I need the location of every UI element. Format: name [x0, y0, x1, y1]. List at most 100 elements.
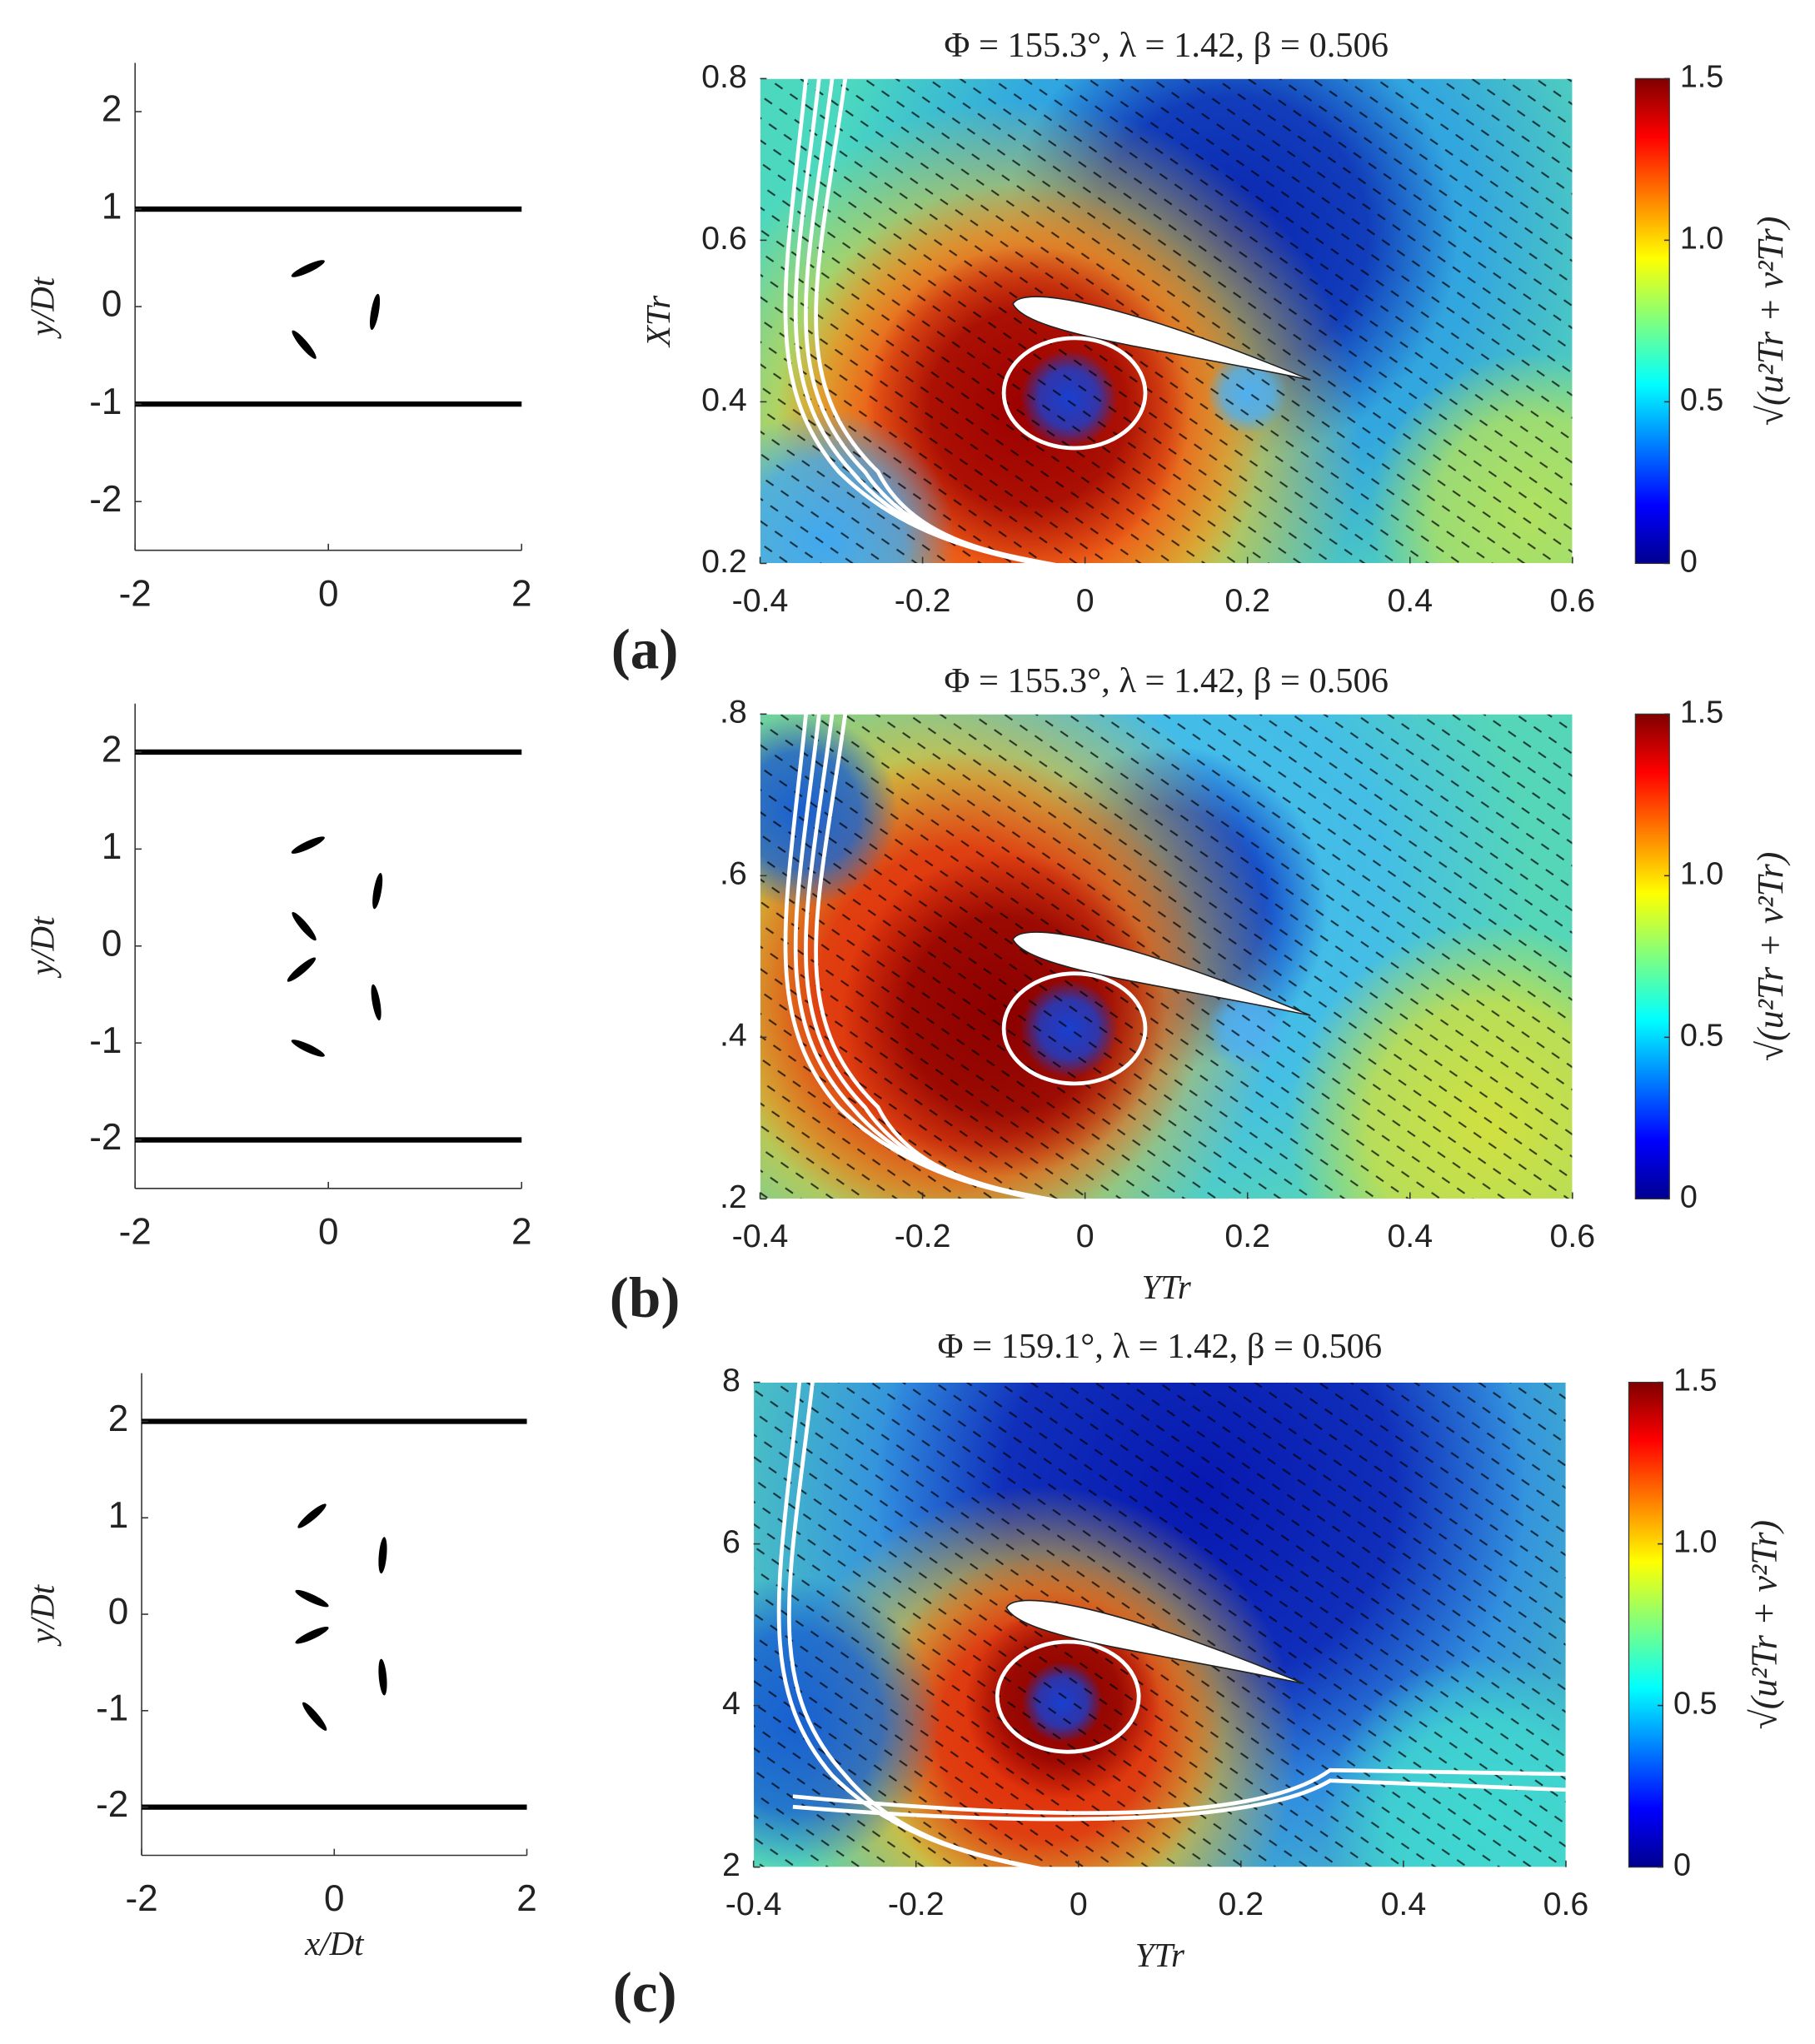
blade — [372, 872, 383, 910]
x-tick-label: 0 — [1076, 1218, 1094, 1254]
x-tick-label: 0.2 — [1224, 1218, 1270, 1254]
x-tick-label: 0.2 — [1224, 582, 1270, 619]
x-tick-label: -0.2 — [888, 1886, 945, 1922]
streamline — [792, 1767, 1566, 1816]
blade — [291, 1039, 325, 1057]
y-axis-label: XTr — [640, 295, 677, 348]
colorbar-tick-label: 1.5 — [1673, 1363, 1717, 1398]
blade — [378, 1658, 387, 1696]
streamline — [814, 78, 1059, 564]
colorbar-tick-label: 1.5 — [1680, 58, 1723, 93]
x-tick-label: 0.4 — [1381, 1886, 1427, 1922]
y-tick-label: -2 — [89, 479, 122, 520]
colorbar — [1634, 713, 1670, 1199]
chart-title: Φ = 159.1°, λ = 1.42, β = 0.506 — [937, 1327, 1382, 1366]
x-tick-label: 0.4 — [1387, 1218, 1433, 1254]
field — [760, 78, 1573, 564]
airfoil — [1012, 931, 1311, 1016]
blade — [291, 836, 325, 854]
vortex-streamline — [1001, 336, 1148, 451]
quiver — [760, 78, 1573, 564]
colorbar — [1634, 77, 1670, 565]
colorbar-tick-label: 0.5 — [1680, 1017, 1723, 1052]
colorbar-tick-label: 0 — [1680, 1179, 1698, 1214]
streamline — [792, 1778, 1566, 1822]
vortex-streamline — [995, 1639, 1141, 1754]
blade — [295, 1626, 329, 1644]
colorbar-tick-label: 0 — [1673, 1847, 1691, 1882]
colorbar-label: √(u²Tr + v²Tr) — [1743, 1520, 1784, 1730]
colorbar-tick-label: 1.0 — [1680, 855, 1723, 890]
y-tick-label: 2 — [108, 1398, 129, 1439]
x-tick-label: 0 — [318, 1211, 339, 1252]
chart-title: Φ = 155.3°, λ = 1.42, β = 0.506 — [944, 26, 1389, 65]
x-axis-label: x/Dt — [304, 1925, 365, 1962]
colorbar-tick-label: 1.0 — [1680, 220, 1723, 255]
y-tick-label: .6 — [720, 855, 747, 892]
blade — [292, 912, 317, 941]
y-tick-label: 0.2 — [701, 543, 747, 580]
y-tick-label: 1 — [108, 1495, 129, 1536]
airfoil — [1012, 296, 1311, 381]
y-tick-label: 0.8 — [701, 58, 747, 95]
y-axis-label: y/Dt — [24, 1583, 62, 1647]
chart-title: Φ = 155.3°, λ = 1.42, β = 0.506 — [944, 661, 1389, 700]
x-tick-label: -2 — [119, 1211, 152, 1252]
quiver — [760, 714, 1573, 1199]
y-tick-label: 0 — [102, 923, 122, 964]
colorbar — [1628, 1381, 1664, 1868]
vortex-streamline — [1001, 971, 1148, 1086]
x-tick-label: -0.4 — [732, 1218, 789, 1254]
y-tick-label: -1 — [89, 381, 122, 422]
x-tick-label: -2 — [119, 573, 152, 614]
y-tick-label: 6 — [722, 1523, 740, 1560]
blade — [371, 984, 381, 1021]
streamline — [786, 1382, 1043, 1867]
x-tick-label: 0 — [318, 573, 339, 614]
y-tick-label: -2 — [96, 1784, 128, 1825]
colorbar-tick-label: 1.5 — [1680, 694, 1723, 729]
blade — [297, 1503, 327, 1528]
x-tick-label: 2 — [516, 1878, 537, 1919]
blade — [370, 293, 381, 331]
colorbar-tick-label: 1.0 — [1673, 1524, 1717, 1559]
airfoil — [1005, 1599, 1304, 1685]
y-tick-label: .8 — [720, 694, 747, 730]
panel-label: (a) — [611, 616, 679, 681]
x-tick-label: -0.2 — [895, 1218, 951, 1254]
y-tick-label: .2 — [720, 1179, 747, 1215]
x-tick-label: 0.4 — [1387, 582, 1433, 619]
y-tick-label: -1 — [89, 1020, 122, 1061]
field — [753, 1382, 1566, 1867]
blade — [302, 1702, 327, 1731]
blade — [295, 1589, 329, 1608]
x-tick-label: -0.4 — [732, 582, 789, 619]
y-tick-label: 8 — [722, 1362, 740, 1398]
y-tick-label: 0.6 — [701, 220, 747, 257]
x-tick-label: 0.6 — [1550, 1218, 1596, 1254]
y-axis-label: y/Dt — [24, 915, 62, 979]
x-tick-label: 0.2 — [1219, 1886, 1264, 1922]
x-tick-label: -0.2 — [895, 582, 951, 619]
y-tick-label: 2 — [102, 89, 122, 130]
colorbar-label: √(u²Tr + v²Tr) — [1750, 852, 1791, 1062]
x-tick-label: -0.4 — [726, 1886, 782, 1922]
x-tick-label: 2 — [511, 1211, 532, 1252]
y-tick-label: -1 — [96, 1688, 128, 1728]
streamline — [814, 714, 1059, 1199]
blade — [291, 260, 325, 277]
y-tick-label: 2 — [722, 1847, 740, 1883]
y-tick-label: 0 — [108, 1592, 129, 1633]
x-tick-label: 0 — [1076, 582, 1094, 619]
y-tick-label: 1 — [102, 826, 122, 867]
x-tick-label: 0 — [1070, 1886, 1088, 1922]
colorbar-tick-label: 0.5 — [1673, 1686, 1717, 1721]
y-tick-label: -2 — [89, 1117, 122, 1158]
panel-label: (c) — [613, 1960, 677, 2024]
axes-frame — [760, 713, 1573, 1199]
quiver — [753, 1382, 1566, 1867]
axes-frame — [760, 77, 1573, 564]
panel-label: (b) — [610, 1265, 681, 1329]
